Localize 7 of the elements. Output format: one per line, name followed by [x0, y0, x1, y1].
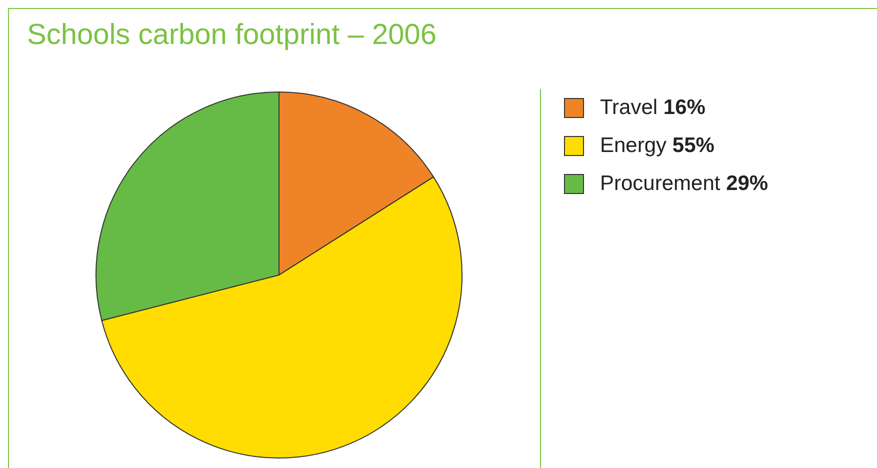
legend-label: Travel — [600, 96, 658, 119]
chart-title: Schools carbon footprint – 2006 — [27, 19, 436, 52]
data-label: 16% — [663, 96, 706, 119]
data-label: 29% — [726, 172, 768, 195]
legend-label: Procurement — [600, 172, 720, 195]
data-label: 55% — [672, 134, 714, 157]
legend-label: Energy — [600, 134, 667, 157]
